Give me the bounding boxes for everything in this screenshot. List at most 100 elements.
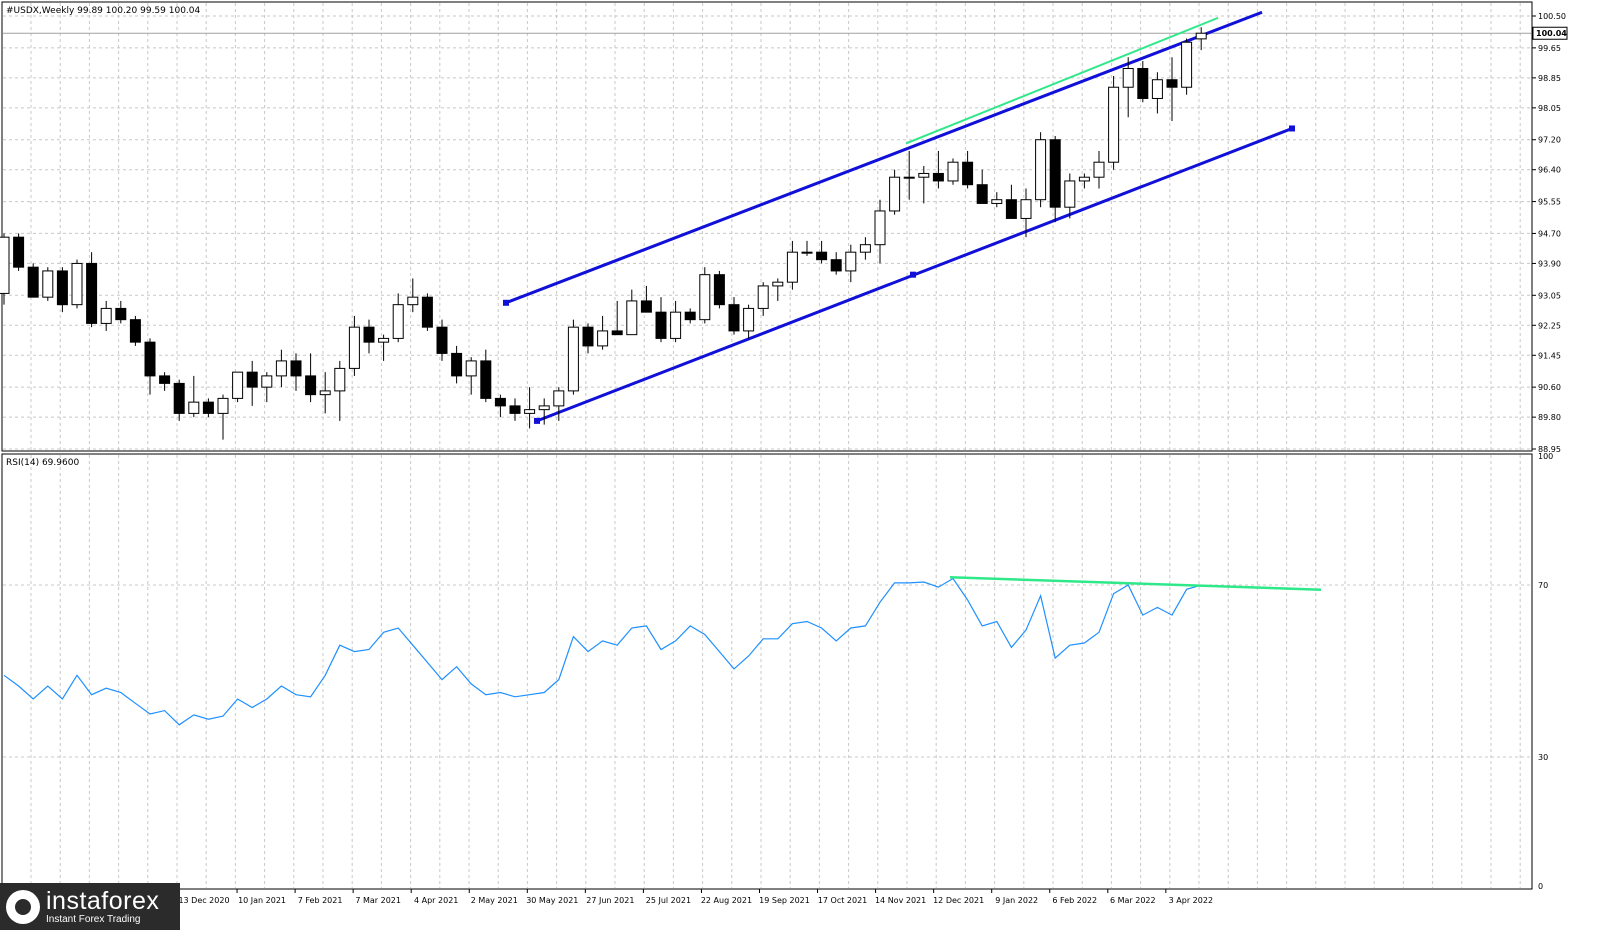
logo-icon [6, 889, 40, 924]
candle-body [202, 401, 214, 414]
time-tick-label: 13 Dec 2020 [178, 896, 229, 905]
rsi-tick-label: 30 [1538, 753, 1548, 762]
candle-body [655, 311, 667, 339]
candle-body [903, 176, 915, 179]
price-tick-label: 93.90 [1538, 259, 1561, 268]
candle-body [494, 397, 506, 407]
price-tick-label: 92.25 [1538, 321, 1561, 330]
time-tick-label: 4 Apr 2021 [414, 896, 458, 905]
candle-body [1181, 41, 1193, 88]
candle-body [1078, 176, 1090, 182]
price-tick-label: 91.45 [1538, 351, 1561, 360]
candle-body [334, 367, 346, 392]
candle-body [859, 244, 871, 253]
time-tick-label: 30 May 2021 [526, 896, 578, 905]
rsi-series [3, 576, 1322, 726]
candle-body [947, 161, 959, 182]
price-tick-label: 90.60 [1538, 383, 1561, 392]
rsi-panel-background [1, 453, 1533, 890]
rsi-tick-label: 70 [1538, 581, 1548, 590]
candle-body [348, 326, 360, 369]
candle-body [786, 251, 798, 283]
candle-body [816, 251, 828, 261]
candle-body [115, 307, 127, 321]
candle-body [611, 330, 623, 336]
time-tick-label: 3 Apr 2022 [1169, 896, 1213, 905]
candle-body [451, 352, 463, 377]
price-tick-label: 98.05 [1538, 104, 1561, 113]
candle-body [436, 326, 448, 354]
candle-body [582, 326, 594, 347]
candle-body [246, 371, 258, 388]
candle-body [699, 274, 711, 321]
candle-body [27, 266, 39, 298]
candle-body [421, 296, 433, 328]
time-tick-label: 25 Jul 2021 [646, 896, 691, 905]
candle-body [962, 161, 974, 186]
price-tick-label: 96.40 [1538, 166, 1561, 175]
time-tick-label: 2 May 2021 [471, 896, 518, 905]
candle-body [305, 375, 317, 396]
candle-body [144, 341, 156, 377]
price-tick-label: 98.85 [1538, 74, 1561, 83]
candle-body [830, 259, 842, 272]
candle-body [86, 262, 98, 324]
rsi-tick-label: 100 [1538, 452, 1553, 461]
axis-layer: 100.50 99.65 98.85 98.05 97.20 96.40 95.55 94.7… [178, 12, 1568, 905]
candle-body [0, 236, 10, 294]
candle-body [42, 270, 54, 298]
instaforex-logo: instaforex Instant Forex Trading [0, 883, 180, 930]
candle-body [1195, 32, 1207, 40]
candle-body [1122, 67, 1134, 88]
time-tick-label: 19 Sep 2021 [759, 896, 810, 905]
candle-body [976, 184, 988, 204]
candle-body [845, 251, 857, 272]
upper-channel-line [505, 10, 1263, 305]
candle-body [363, 326, 375, 343]
candle-body [100, 307, 112, 324]
rsi-line [3, 577, 1202, 726]
logo-text: instaforex Instant Forex Trading [46, 888, 159, 925]
candle-body [538, 405, 550, 411]
candle-body [1137, 67, 1149, 99]
candle-body [918, 172, 930, 178]
candle-body [597, 330, 609, 347]
logo-tagline: Instant Forex Trading [46, 914, 141, 925]
main-panel-background [1, 1, 1533, 452]
price-tick-label: 100.50 [1538, 12, 1566, 21]
lower-channel-anchor [1289, 125, 1295, 132]
time-tick-label: 6 Feb 2022 [1052, 896, 1097, 905]
candle-body [465, 360, 477, 377]
rsi-divergence-line [949, 576, 1322, 591]
time-tick-label: 14 Nov 2021 [875, 896, 926, 905]
grid-layer [3, 3, 1531, 888]
candle-body [319, 390, 331, 396]
candle-body [889, 176, 901, 212]
candle-body [1151, 79, 1163, 99]
time-tick-label: 7 Feb 2021 [298, 896, 343, 905]
price-header-label: #USDX,Weekly 99.89 100.20 99.59 100.04 [6, 6, 201, 16]
candle-body [56, 270, 68, 306]
candle-body [1005, 199, 1017, 219]
candle-body [129, 319, 141, 343]
candle-body [290, 360, 302, 377]
candle-body [743, 307, 755, 332]
candle-body [1064, 180, 1076, 208]
candle-body [524, 409, 536, 414]
time-tick-label: 9 Jan 2022 [995, 896, 1038, 905]
rsi-header-label: RSI(14) 69.9600 [6, 458, 79, 468]
candle-body [728, 304, 740, 332]
upper-channel-anchor [503, 299, 509, 306]
lower-channel-mid-anchor [910, 271, 916, 278]
time-tick-label: 22 Aug 2021 [701, 896, 752, 905]
candle-body [757, 285, 769, 309]
candle-body [713, 274, 725, 306]
candle-body [159, 375, 171, 384]
candle-body [480, 360, 492, 399]
time-tick-label: 27 Jun 2021 [586, 896, 634, 905]
candle-body [1035, 139, 1047, 201]
candle-body [670, 311, 682, 339]
candle-body [640, 300, 652, 313]
candle-body [509, 405, 521, 414]
